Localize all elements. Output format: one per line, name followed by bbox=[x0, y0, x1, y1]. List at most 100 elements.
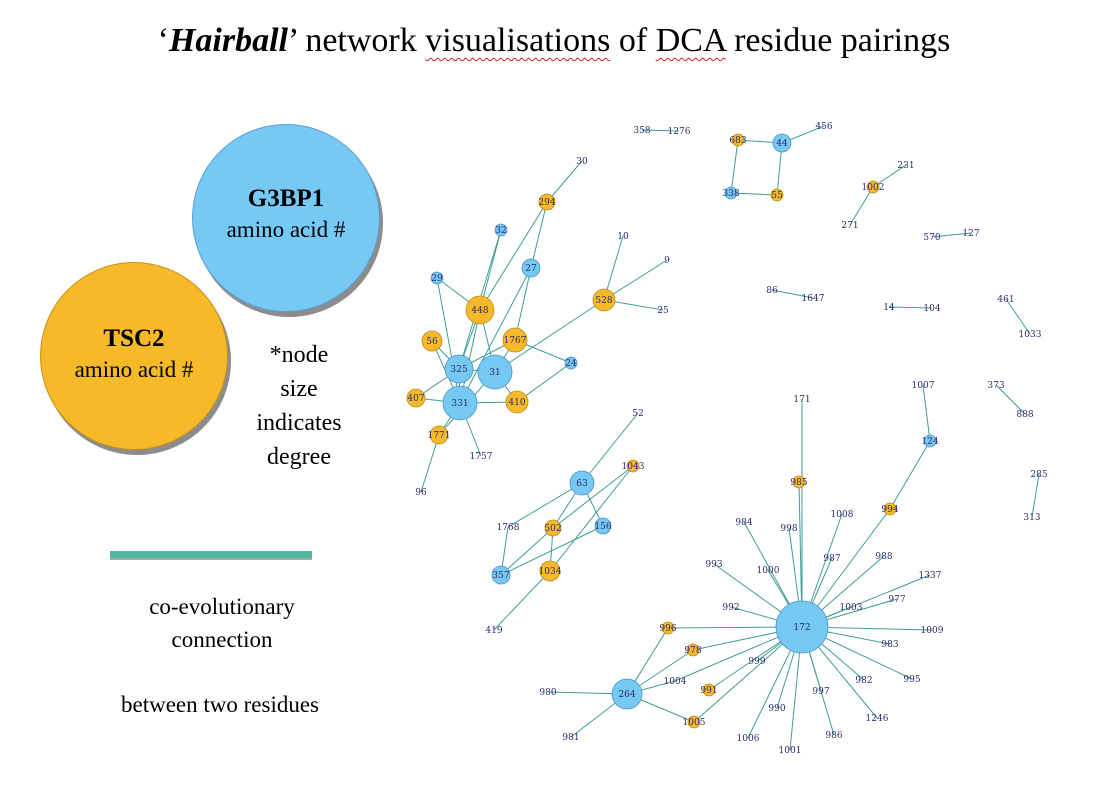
node-127: 127 bbox=[962, 229, 979, 239]
node-9: 9 bbox=[664, 256, 670, 266]
node-label-980: 980 bbox=[539, 688, 556, 698]
node-label-63: 63 bbox=[576, 479, 588, 489]
title-word-pairings: pairings bbox=[840, 22, 951, 59]
node-998: 998 bbox=[780, 524, 797, 534]
node-985: 985 bbox=[790, 475, 808, 489]
node-label-357: 357 bbox=[492, 571, 509, 581]
node-1003: 1003 bbox=[840, 603, 863, 613]
node-circle-1005 bbox=[687, 715, 701, 729]
node-570: 570 bbox=[923, 233, 940, 243]
node-label-325: 325 bbox=[450, 365, 467, 375]
node-circle-55 bbox=[770, 188, 784, 202]
node-410: 410 bbox=[505, 390, 529, 414]
edge-1034-419 bbox=[493, 570, 551, 631]
node-label-44: 44 bbox=[776, 139, 788, 149]
node-172: 172 bbox=[775, 600, 829, 654]
node-502: 502 bbox=[544, 519, 562, 537]
node-circle-991 bbox=[702, 683, 716, 697]
node-231: 231 bbox=[897, 161, 914, 171]
nodes-layer: 30 294 32 27 29 448 56 1767 24 325 31 407 331 410 1771… bbox=[406, 122, 1048, 756]
node-circle-294 bbox=[538, 193, 556, 211]
node-461: 461 bbox=[997, 295, 1014, 305]
node-label-995: 995 bbox=[903, 675, 920, 685]
edge-86-1647 bbox=[771, 289, 814, 299]
connection-legend-text: co-evolutionary connection bbox=[110, 590, 334, 656]
node-circle-1043 bbox=[626, 459, 640, 473]
node-circle-331 bbox=[442, 385, 478, 421]
node-1647: 1647 bbox=[802, 294, 825, 304]
tsc2-legend-name: TSC2 bbox=[103, 325, 165, 352]
node-label-172: 172 bbox=[793, 623, 810, 633]
node-label-1009: 1009 bbox=[921, 626, 944, 636]
node-448: 448 bbox=[465, 295, 495, 325]
node-circle-24 bbox=[564, 356, 578, 370]
node-circle-44 bbox=[772, 133, 792, 153]
node-1000: 1000 bbox=[757, 566, 780, 576]
node-1246: 1246 bbox=[866, 714, 889, 724]
node-label-1276: 1276 bbox=[668, 127, 691, 137]
node-label-1005: 1005 bbox=[683, 718, 706, 728]
node-419: 419 bbox=[485, 626, 502, 636]
node-1043: 1043 bbox=[622, 459, 645, 473]
node-circle-357 bbox=[491, 565, 511, 585]
node-label-1033: 1033 bbox=[1019, 330, 1042, 340]
title-word-dca: DCA bbox=[655, 22, 726, 59]
node-991: 991 bbox=[700, 683, 718, 697]
node-circle-1034 bbox=[539, 560, 561, 582]
node-label-1008: 1008 bbox=[831, 510, 854, 520]
node-label-56: 56 bbox=[426, 337, 438, 347]
node-55: 55 bbox=[770, 188, 784, 202]
node-label-313: 313 bbox=[1023, 513, 1040, 523]
node-label-456: 456 bbox=[815, 122, 832, 132]
node-86: 86 bbox=[766, 286, 778, 296]
node-label-985: 985 bbox=[790, 478, 807, 488]
node-label-1000: 1000 bbox=[757, 566, 780, 576]
node-circle-27 bbox=[521, 258, 541, 278]
edge-63-1768 bbox=[507, 482, 583, 528]
node-1033: 1033 bbox=[1019, 330, 1042, 340]
node-label-1006: 1006 bbox=[737, 734, 760, 744]
title-emphasis: Hairball bbox=[168, 22, 289, 59]
node-124: 124 bbox=[921, 434, 939, 448]
tsc2-legend-subtitle: amino acid # bbox=[74, 357, 194, 382]
node-1004: 1004 bbox=[664, 677, 687, 687]
g3bp1-legend-circle: G3BP1 amino acid # bbox=[192, 124, 380, 312]
node-label-285: 285 bbox=[1030, 470, 1047, 480]
edge-1043-1034 bbox=[549, 465, 634, 572]
node-circle-172 bbox=[775, 600, 829, 654]
node-circle-31 bbox=[477, 354, 513, 390]
node-1771: 1771 bbox=[428, 425, 450, 445]
connection-legend-line bbox=[110, 551, 312, 558]
node-label-338: 338 bbox=[722, 189, 739, 199]
node-label-983: 983 bbox=[881, 640, 898, 650]
node-label-990: 990 bbox=[768, 704, 785, 714]
node-325: 325 bbox=[444, 354, 474, 384]
node-1276: 1276 bbox=[668, 127, 691, 137]
node-circle-1002 bbox=[866, 180, 880, 194]
node-171: 171 bbox=[793, 395, 810, 405]
node-995: 995 bbox=[903, 675, 920, 685]
node-label-1767: 1767 bbox=[504, 336, 527, 346]
node-285: 285 bbox=[1030, 470, 1047, 480]
node-circle-683 bbox=[731, 133, 745, 147]
node-label-988: 988 bbox=[875, 552, 892, 562]
edge-1771-96 bbox=[420, 434, 440, 493]
node-994: 994 bbox=[881, 502, 899, 516]
node-label-1004: 1004 bbox=[664, 677, 687, 687]
node-996: 996 bbox=[659, 621, 677, 635]
node-circle-994 bbox=[883, 502, 897, 516]
node-label-419: 419 bbox=[485, 626, 502, 636]
node-990: 990 bbox=[768, 704, 785, 714]
edge-30-294 bbox=[546, 160, 583, 203]
node-label-373: 373 bbox=[987, 381, 1004, 391]
node-label-461: 461 bbox=[997, 295, 1014, 305]
node-label-31: 31 bbox=[489, 368, 500, 378]
node-label-1001: 1001 bbox=[779, 746, 802, 756]
node-984: 984 bbox=[735, 518, 752, 528]
node-label-502: 502 bbox=[544, 524, 561, 534]
node-56: 56 bbox=[421, 330, 443, 352]
node-997: 997 bbox=[812, 687, 829, 697]
node-label-86: 86 bbox=[766, 286, 778, 296]
node-label-96: 96 bbox=[415, 488, 427, 498]
node-264: 264 bbox=[611, 678, 643, 710]
